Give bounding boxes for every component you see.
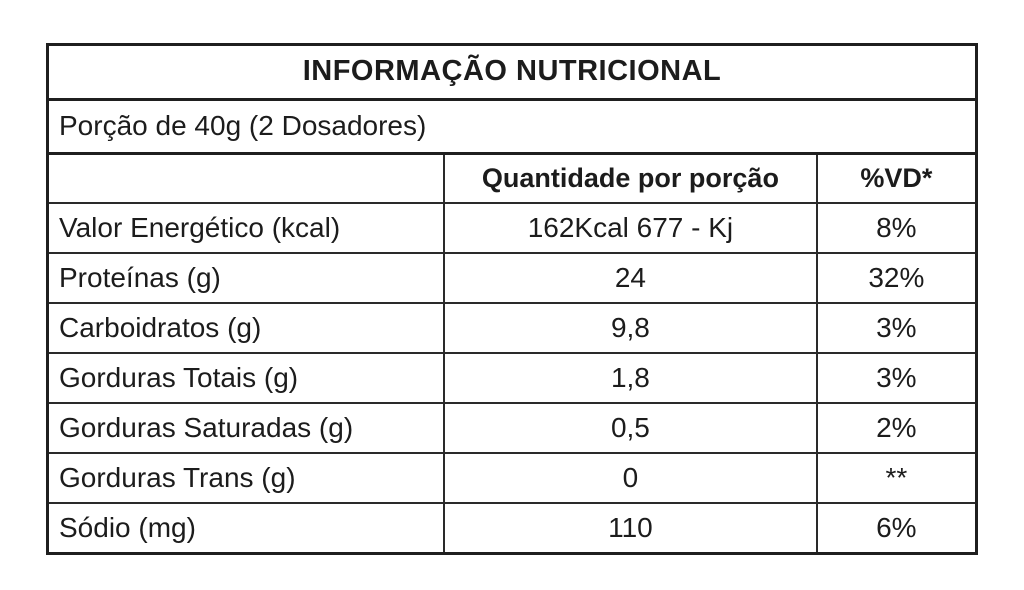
column-header-row: Quantidade por porção %VD* [46,152,978,204]
table-row-sodium: Sódio (mg) 110 6% [46,502,978,555]
header-percent-dv: %VD* [815,152,978,204]
table-row-trans-fat: Gorduras Trans (g) 0 ** [46,452,978,504]
header-empty-cell [46,152,446,204]
table-row-protein: Proteínas (g) 24 32% [46,252,978,304]
nutrient-label: Proteínas (g) [46,252,446,304]
serving-row: Porção de 40g (2 Dosadores) [46,98,978,155]
nutrient-dv: 8% [815,202,978,254]
table-row-carbs: Carboidratos (g) 9,8 3% [46,302,978,354]
nutrient-quantity: 9,8 [443,302,818,354]
nutrient-quantity: 0,5 [443,402,818,454]
nutrient-quantity: 162Kcal 677 - Kj [443,202,818,254]
nutrition-table: INFORMAÇÃO NUTRICIONAL Porção de 40g (2 … [46,43,978,555]
nutrient-dv: ** [815,452,978,504]
nutrient-quantity: 110 [443,502,818,555]
nutrient-label: Gorduras Trans (g) [46,452,446,504]
serving-size-text: Porção de 40g (2 Dosadores) [46,98,978,155]
nutrient-label: Valor Energético (kcal) [46,202,446,254]
header-quantity-per-serving: Quantidade por porção [443,152,818,204]
title-row: INFORMAÇÃO NUTRICIONAL [46,43,978,101]
nutrient-dv: 3% [815,302,978,354]
nutrient-dv: 2% [815,402,978,454]
nutrient-quantity: 1,8 [443,352,818,404]
nutrient-quantity: 0 [443,452,818,504]
table-row-energy: Valor Energético (kcal) 162Kcal 677 - Kj… [46,202,978,254]
nutrient-label: Gorduras Saturadas (g) [46,402,446,454]
table-row-saturated-fat: Gorduras Saturadas (g) 0,5 2% [46,402,978,454]
nutrient-label: Carboidratos (g) [46,302,446,354]
nutrient-label: Gorduras Totais (g) [46,352,446,404]
table-row-total-fat: Gorduras Totais (g) 1,8 3% [46,352,978,404]
nutrient-dv: 32% [815,252,978,304]
nutrient-dv: 3% [815,352,978,404]
nutrient-dv: 6% [815,502,978,555]
nutrient-label: Sódio (mg) [46,502,446,555]
table-title: INFORMAÇÃO NUTRICIONAL [46,43,978,101]
nutrient-quantity: 24 [443,252,818,304]
